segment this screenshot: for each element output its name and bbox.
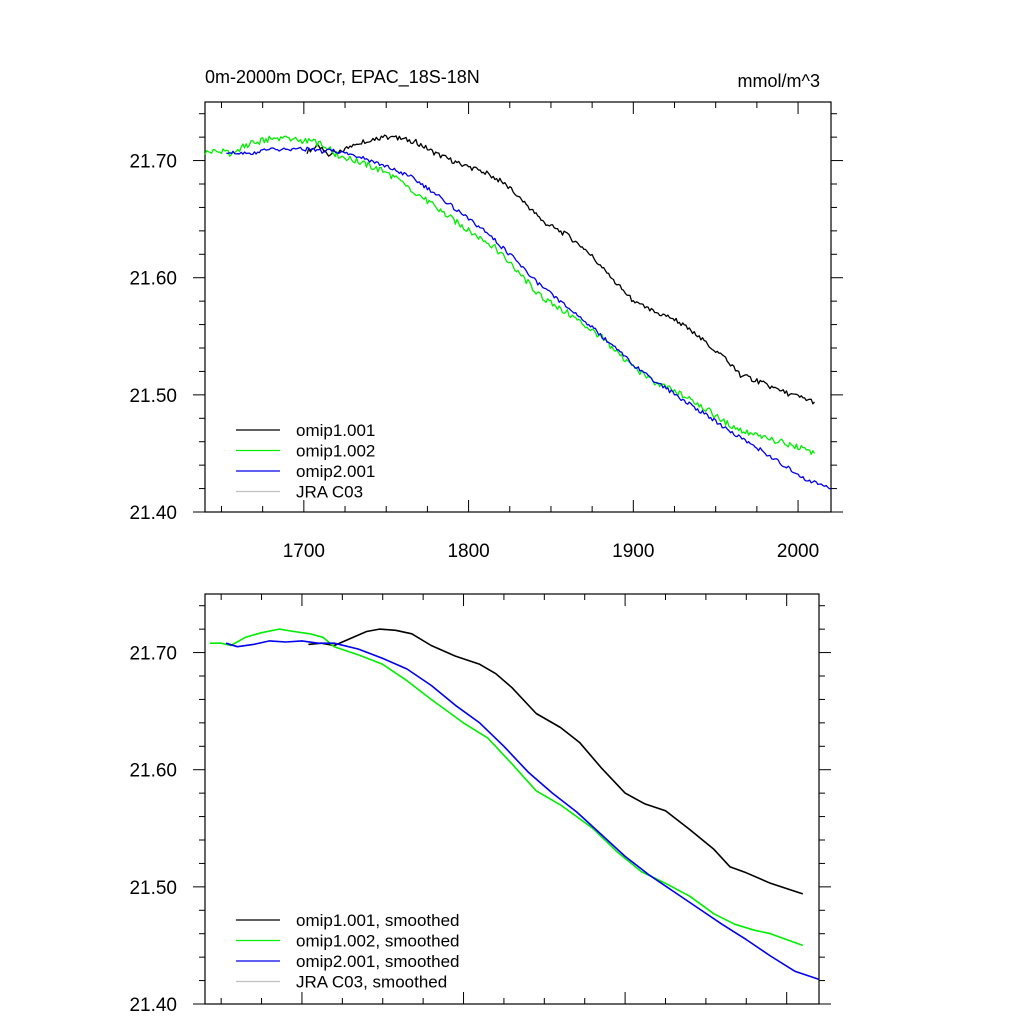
x-tick-label: 1800	[447, 541, 489, 562]
plot-frame	[204, 101, 832, 513]
series-line-omip1-002-smoothed	[209, 628, 804, 947]
chart-title: 0m-2000m DOCr, EPAC_18S-18N	[205, 67, 480, 88]
series-line-omip2-001-smoothed	[225, 640, 820, 981]
y-tick-label: 21.70	[129, 152, 177, 173]
x-tick-label: 1900	[612, 541, 654, 562]
legend-label: omip1.002, smoothed	[296, 932, 460, 951]
series-line-omip1-001-smoothed	[308, 628, 804, 895]
x-tick-label: 2000	[777, 541, 819, 562]
x-tick-label: 1700	[283, 541, 325, 562]
y-tick-label: 21.60	[129, 761, 177, 782]
series-line-omip1-001	[306, 134, 815, 405]
y-tick-label: 21.50	[129, 878, 177, 899]
y-tick-label: 21.50	[129, 386, 177, 407]
y-tick-label: 21.60	[129, 269, 177, 290]
series-line-omip1-002	[204, 135, 816, 456]
legend: omip1.001, smoothed omip1.002, smoothedom…	[236, 911, 460, 992]
legend-label: omip1.001	[296, 421, 375, 440]
legend-label: omip2.001, smoothed	[296, 952, 460, 971]
y-tick-label: 21.70	[129, 644, 177, 665]
units-label: mmol/m^3	[738, 71, 820, 91]
series-line-omip2-001	[226, 146, 832, 490]
plot-frame	[204, 593, 820, 1005]
legend-label: omip1.002	[296, 442, 375, 461]
y-tick-label: 21.40	[129, 995, 177, 1016]
legend-label: JRA C03, smoothed	[296, 973, 447, 992]
chart-panel-1: 21.40 21.50 21.60 21.70 1700 1800 1900 2000 0m-2…	[129, 67, 843, 562]
legend-label: omip1.001, smoothed	[296, 911, 460, 930]
legend-label: JRA C03	[296, 483, 363, 502]
y-tick-label: 21.40	[129, 503, 177, 524]
legend-label: omip2.001	[296, 462, 375, 481]
